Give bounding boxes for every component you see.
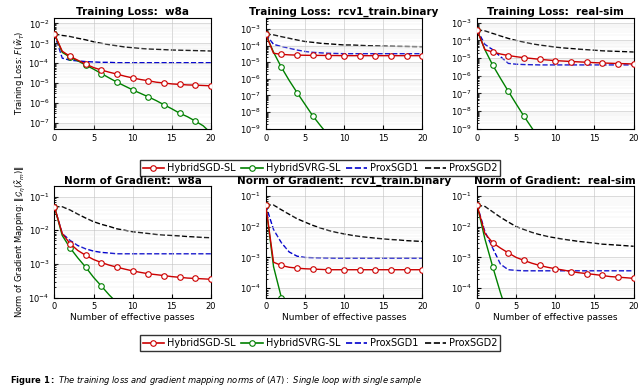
Title: Training Loss:  w8a: Training Loss: w8a <box>76 7 189 17</box>
Y-axis label: Norm of Gradient Mapping: $\|\mathcal{G}_\eta(\tilde{x}_m)\|$: Norm of Gradient Mapping: $\|\mathcal{G}… <box>13 166 27 318</box>
Title: Training Loss:  rcv1_train.binary: Training Loss: rcv1_train.binary <box>250 7 438 17</box>
Legend: HybridSGD-SL, HybridSVRG-SL, ProxSGD1, ProxSGD2: HybridSGD-SL, HybridSVRG-SL, ProxSGD1, P… <box>140 335 500 351</box>
Title: Norm of Gradient:  w8a: Norm of Gradient: w8a <box>64 176 202 186</box>
Legend: HybridSGD-SL, HybridSVRG-SL, ProxSGD1, ProxSGD2: HybridSGD-SL, HybridSVRG-SL, ProxSGD1, P… <box>140 160 500 176</box>
X-axis label: Number of effective passes: Number of effective passes <box>282 313 406 322</box>
X-axis label: Number of effective passes: Number of effective passes <box>493 313 618 322</box>
Title: Norm of Gradient:  real-sim: Norm of Gradient: real-sim <box>474 176 636 186</box>
Text: $\bf{Figure~1:}$ $\it{The~training~loss~and~gradient~mapping~norms~of~(A7):~Sing: $\bf{Figure~1:}$ $\it{The~training~loss~… <box>10 374 422 387</box>
Title: Training Loss:  real-sim: Training Loss: real-sim <box>487 7 624 17</box>
Title: Norm of Gradient:  rcv1_train.binary: Norm of Gradient: rcv1_train.binary <box>237 176 451 186</box>
X-axis label: Number of effective passes: Number of effective passes <box>70 313 195 322</box>
Y-axis label: Training Loss: $F(\tilde{w}_T)$: Training Loss: $F(\tilde{w}_T)$ <box>13 31 27 115</box>
